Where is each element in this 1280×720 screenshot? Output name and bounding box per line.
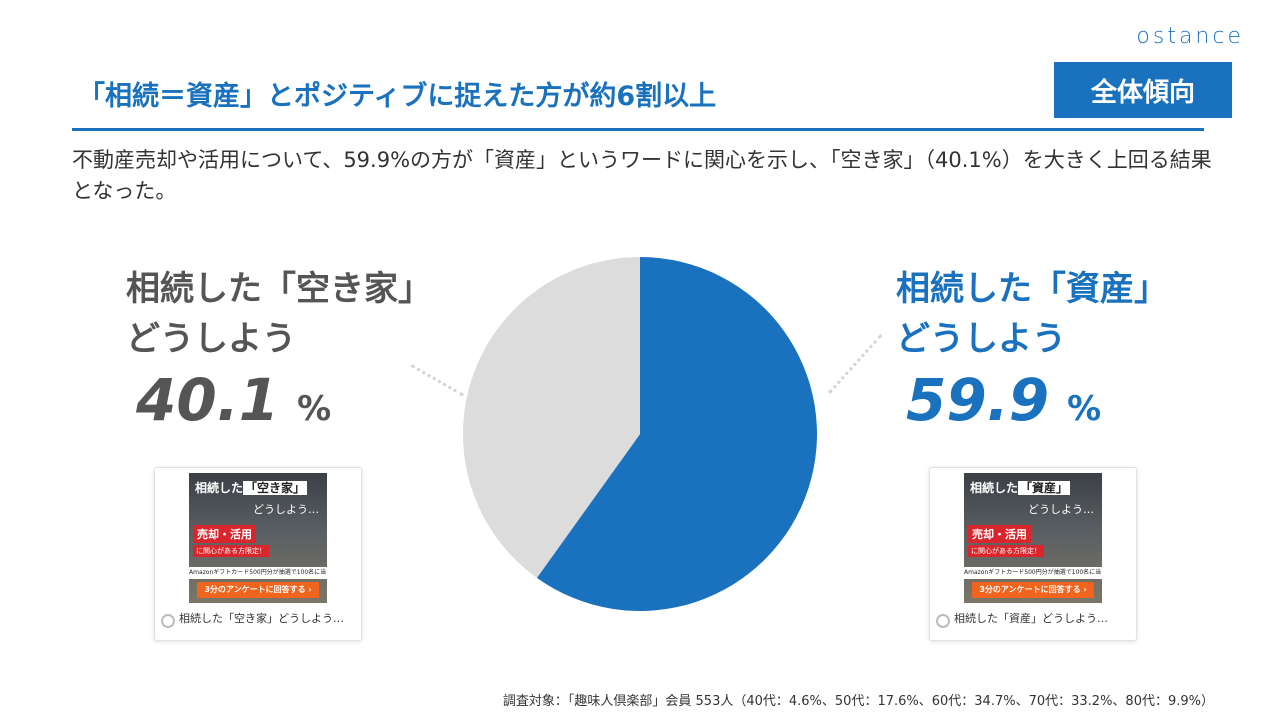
thumb-tag: 売却・活用 [968,525,1031,543]
radio-icon[interactable] [161,614,175,628]
page-title: 「相続＝資産」とポジティブに捉えた方が約6割以上 [78,81,717,112]
vacant-house-label: 相続した「空き家」 どうしよう [126,264,432,364]
ostance-logo: ostance [1136,24,1244,49]
asset-leader-line [828,334,883,395]
asset-unit: % [1067,389,1102,429]
vacant-house-label-line1: 相続した「空き家」 [126,269,432,309]
pie-chart [463,257,817,611]
radio-icon[interactable] [936,614,950,628]
thumb-cta-button[interactable]: 3分のアンケートに回答する › [972,582,1094,598]
vacant-house-percentage: 40.1% [136,366,331,434]
summary-text: 不動産売却や活用について、59.9%の方が「資産」というワードに関心を示し、「空… [72,148,1212,203]
vacant-house-value: 40.1 [136,366,280,434]
thumb-subtitle: どうしよう… [253,503,319,516]
thumb-tag-sub: に関心がある方限定！ [968,545,1044,557]
survey-card-asset[interactable]: 相続した 「資産」 どうしよう… 売却・活用 に関心がある方限定！ Amazonギ… [929,467,1137,641]
card-caption: 相続した「空き家」どうしよう… [179,612,344,625]
thumb-title: 相続した 「空き家」 [195,481,308,495]
survey-thumbnail[interactable]: 相続した 「資産」 どうしよう… 売却・活用 に関心がある方限定！ Amazonギ… [964,473,1102,603]
vacant-house-leader-line [410,364,464,397]
survey-card-vacant-house[interactable]: 相続した 「空き家」 どうしよう… 売却・活用 に関心がある方限定！ Amazon… [154,467,362,641]
pie-slice-vacant-house [463,257,640,578]
thumb-subtitle: どうしよう… [1028,503,1094,516]
title-divider [72,128,1204,131]
asset-percentage: 59.9% [906,366,1101,434]
survey-thumbnail[interactable]: 相続した 「空き家」 どうしよう… 売却・活用 に関心がある方限定！ Amazon… [189,473,327,603]
asset-label-line2: どうしよう [896,319,1066,359]
asset-label: 相続した「資産」 どうしよう [896,264,1168,364]
asset-label-line1: 相続した「資産」 [896,269,1168,309]
asset-value: 59.9 [906,366,1050,434]
thumb-gift-text: Amazonギフトカード500円分が抽選で100名に当たる [189,567,327,579]
overall-trend-badge: 全体傾向 [1054,62,1232,118]
thumb-tag-sub: に関心がある方限定！ [193,545,269,557]
survey-footnote: 調査対象：「趣味人倶楽部」会員 553人（40代：4.6%、50代：17.6%、… [502,694,1214,709]
card-caption: 相続した「資産」どうしよう… [954,612,1108,625]
vacant-house-unit: % [297,389,332,429]
vacant-house-label-line2: どうしよう [126,319,296,359]
thumb-tag: 売却・活用 [193,525,256,543]
thumb-gift-text: Amazonギフトカード500円分が抽選で100名に当たる [964,567,1102,579]
thumb-cta-button[interactable]: 3分のアンケートに回答する › [197,582,319,598]
pie-slice-asset [536,257,817,611]
thumb-title: 相続した 「資産」 [970,481,1071,495]
